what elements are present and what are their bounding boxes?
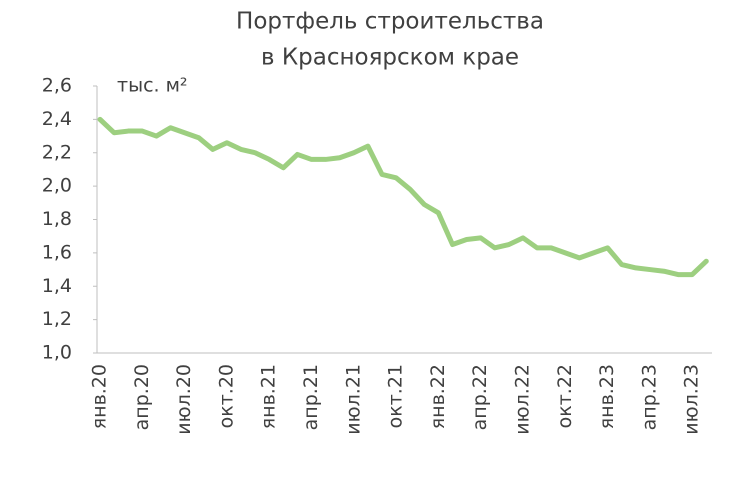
- y-tick-label: 2,2: [42, 141, 72, 163]
- unit-label: тыс. м²: [117, 75, 188, 97]
- x-tick-label: апр.20: [131, 364, 153, 430]
- y-tick-label: 1,4: [42, 275, 72, 297]
- x-tick-label: апр.23: [638, 364, 660, 430]
- x-tick-label: окт.20: [215, 364, 237, 428]
- y-tick-label: 2,6: [42, 75, 72, 97]
- x-tick-label: апр.22: [469, 364, 491, 430]
- chart-title: Портфель строительства: [236, 9, 544, 35]
- x-tick-label: июл.21: [342, 364, 364, 435]
- x-tick-label: июл.20: [173, 364, 195, 435]
- x-tick-label: июл.22: [512, 364, 534, 435]
- y-tick-label: 1,2: [42, 308, 72, 330]
- x-tick-label: янв.23: [596, 364, 618, 429]
- chart-title: в Красноярском крае: [261, 45, 519, 71]
- x-tick-label: окт.21: [385, 364, 407, 428]
- data-line: [97, 116, 709, 278]
- x-tick-label: июл.23: [681, 364, 703, 435]
- y-tick-label: 2,4: [42, 108, 72, 130]
- x-tick-label: янв.20: [89, 364, 111, 429]
- x-tick-label: янв.21: [258, 364, 280, 429]
- y-tick-label: 1,8: [42, 208, 72, 230]
- y-tick-label: 1,6: [42, 241, 72, 263]
- x-tick-label: апр.21: [300, 364, 322, 430]
- y-tick-label: 1,0: [42, 342, 72, 364]
- x-tick-label: янв.22: [427, 364, 449, 429]
- y-tick-label: 2,0: [42, 175, 72, 197]
- x-tick-label: окт.22: [554, 364, 576, 428]
